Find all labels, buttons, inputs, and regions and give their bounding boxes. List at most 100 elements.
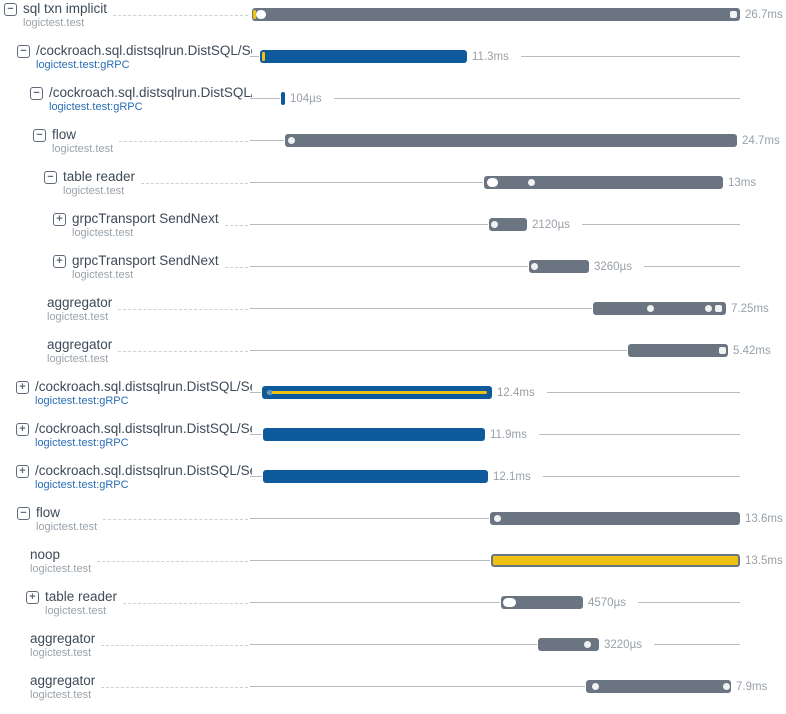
label-connector-dashes	[225, 225, 248, 226]
span-label-texts: aggregator logictest.test	[30, 674, 95, 701]
trace-row: aggregator logictest.test 5.42ms	[0, 336, 786, 378]
expand-toggle-icon[interactable]: +	[53, 213, 66, 226]
span-event-marker	[503, 598, 516, 607]
span-service: logictest.test	[47, 353, 109, 365]
span-event-marker	[705, 305, 712, 312]
span-label: − sql txn implicit logictest.test	[4, 2, 107, 29]
timeline-trail-line	[644, 266, 740, 267]
collapse-toggle-icon[interactable]: −	[17, 507, 30, 520]
collapse-toggle-icon[interactable]: −	[33, 129, 46, 142]
span-label-texts: aggregator logictest.test	[47, 296, 112, 323]
duration-label: 13ms	[728, 177, 757, 189]
trace-row: aggregator logictest.test 3220µs	[0, 630, 786, 672]
timeline-lead-line	[250, 350, 627, 351]
span-event-marker	[584, 641, 591, 648]
timeline-trail-line	[654, 644, 740, 645]
span-label-texts: /cockroach.sql.distsqlrun.DistSQL/Set log…	[35, 380, 252, 407]
span-event-marker	[528, 179, 535, 186]
span-label: aggregator logictest.test	[30, 674, 95, 701]
span-bar[interactable]	[252, 8, 740, 21]
span-name: /cockroach.sql.distsqlrun.DistSQL/Set	[35, 422, 252, 436]
trace-row: −/cockroach.sql.distsqlrun.DistSQL/S logi…	[0, 84, 786, 126]
expand-toggle-icon[interactable]: +	[53, 255, 66, 268]
expand-toggle-icon[interactable]: +	[16, 465, 29, 478]
trace-row: + grpcTransport SendNext logictest.test 326…	[0, 252, 786, 294]
span-label-texts: /cockroach.sql.distsqlrun.DistSQL/Set log…	[35, 422, 252, 449]
timeline-trail-line	[638, 602, 740, 603]
span-bar[interactable]	[491, 554, 740, 567]
label-connector-dashes	[113, 15, 248, 16]
duration-label: 4570µs	[588, 597, 626, 609]
timeline-lead-line	[250, 560, 490, 561]
trace-row: + /cockroach.sql.distsqlrun.DistSQL/Set lo…	[0, 420, 786, 462]
span-bar[interactable]	[262, 386, 492, 399]
trace-row: + /cockroach.sql.distsqlrun.DistSQL/Set lo…	[0, 462, 786, 504]
span-event-marker	[288, 137, 295, 144]
span-bar[interactable]	[593, 302, 726, 315]
span-event-marker	[719, 347, 726, 354]
span-event-marker	[262, 52, 265, 61]
span-service: logictest.test	[45, 605, 107, 617]
span-bar[interactable]	[489, 218, 527, 231]
span-name: noop	[30, 548, 61, 562]
span-service: logictest.test	[72, 269, 134, 281]
label-connector-dashes	[118, 351, 248, 352]
span-bar[interactable]	[501, 596, 583, 609]
span-bar[interactable]	[490, 512, 740, 525]
span-event-marker	[723, 683, 730, 690]
duration-label: 2120µs	[532, 219, 570, 231]
span-name: /cockroach.sql.distsqlrun.DistSQL/Set	[35, 464, 252, 478]
span-label: + /cockroach.sql.distsqlrun.DistSQL/Set lo…	[16, 464, 252, 491]
timeline-trail-line	[547, 392, 740, 393]
span-bar[interactable]	[260, 50, 467, 63]
timeline-lead-line	[250, 224, 488, 225]
label-connector-dashes	[119, 141, 248, 142]
span-label-texts: /cockroach.sql.distsqlrun.DistSQL/Set log…	[35, 464, 252, 491]
collapse-toggle-icon[interactable]: −	[17, 45, 30, 58]
span-bar[interactable]	[538, 638, 599, 651]
span-name: grpcTransport SendNext	[72, 254, 219, 268]
span-service: logictest.test:gRPC	[35, 437, 129, 449]
span-bar[interactable]	[586, 680, 731, 693]
expand-toggle-icon[interactable]: +	[26, 591, 39, 604]
span-label: + table reader logictest.test	[26, 590, 117, 617]
span-name: /cockroach.sql.distsqlrun.DistSQL/S	[49, 86, 252, 100]
span-event-marker	[491, 221, 498, 228]
span-bar[interactable]	[263, 428, 485, 441]
timeline-lead-line	[250, 98, 280, 99]
trace-row: − flow logictest.test 24.7ms	[0, 126, 786, 168]
duration-label: 26.7ms	[745, 9, 783, 21]
span-service: logictest.test	[72, 227, 134, 239]
timeline-lead-line	[250, 56, 259, 57]
timeline-trail-line	[582, 224, 740, 225]
span-name: flow	[36, 506, 61, 520]
timeline-trail-line	[543, 476, 740, 477]
span-bar[interactable]	[529, 260, 589, 273]
expand-toggle-icon[interactable]: +	[16, 381, 29, 394]
label-connector-dashes	[101, 645, 248, 646]
timeline-lead-line	[250, 308, 592, 309]
span-service: logictest.test	[30, 689, 92, 701]
collapse-toggle-icon[interactable]: −	[30, 87, 43, 100]
span-bar[interactable]	[285, 134, 737, 147]
span-label-texts: grpcTransport SendNext logictest.test	[72, 212, 219, 239]
timeline-lead-line	[250, 644, 537, 645]
span-bar[interactable]	[263, 470, 488, 483]
span-bar[interactable]	[281, 92, 285, 105]
span-service: logictest.test:gRPC	[49, 101, 143, 113]
collapse-toggle-icon[interactable]: −	[44, 171, 57, 184]
span-label-texts: flow logictest.test	[52, 128, 113, 155]
span-service: logictest.test	[36, 521, 98, 533]
span-label: noop logictest.test	[30, 548, 91, 575]
span-bar[interactable]	[628, 344, 728, 357]
collapse-toggle-icon[interactable]: −	[4, 3, 17, 16]
span-bar[interactable]	[484, 176, 723, 189]
expand-toggle-icon[interactable]: +	[16, 423, 29, 436]
timeline-lead-line	[250, 392, 261, 393]
duration-label: 104µs	[290, 93, 322, 105]
span-label: −/cockroach.sql.distsqlrun.DistSQL/S logi…	[30, 86, 252, 113]
span-name: table reader	[45, 590, 118, 604]
duration-label: 12.1ms	[493, 471, 531, 483]
span-event-marker	[256, 10, 266, 19]
